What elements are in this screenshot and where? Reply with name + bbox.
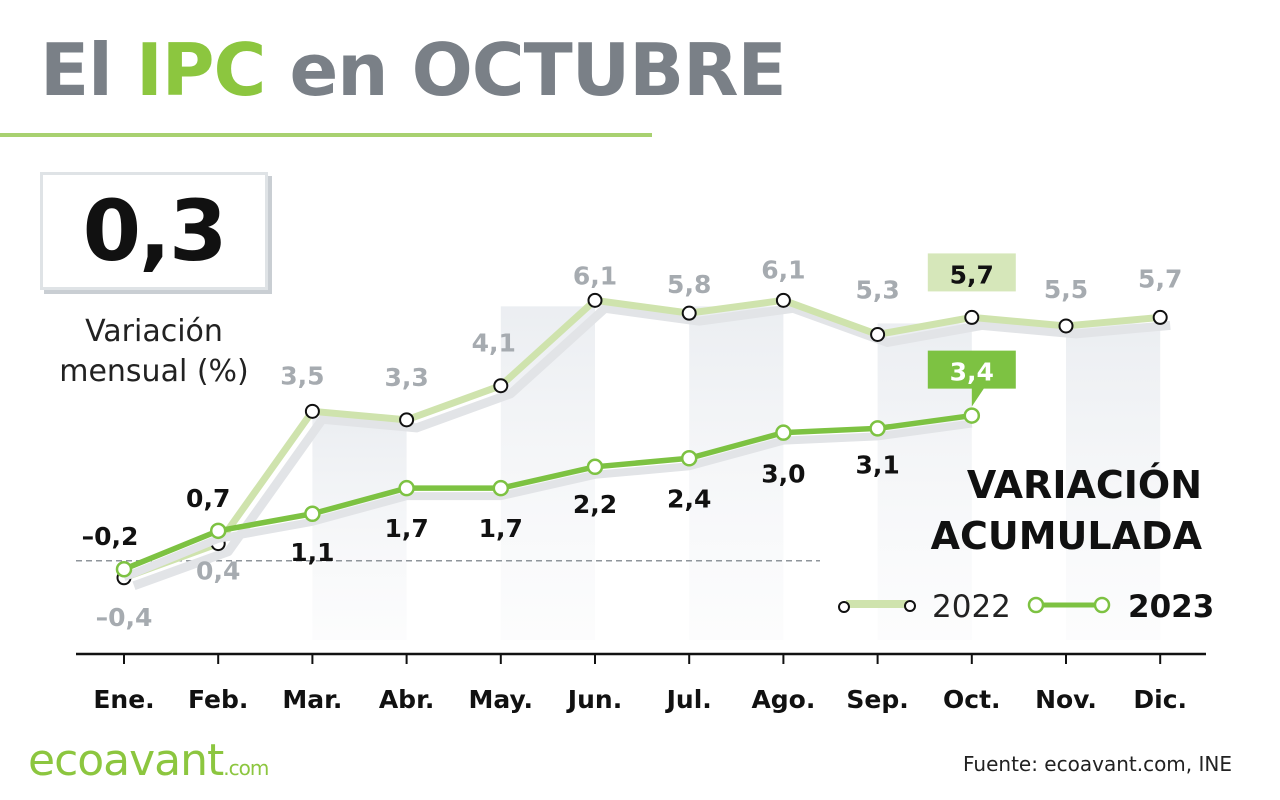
series-2022-label: 0,4 xyxy=(196,557,240,586)
series-2022-point xyxy=(681,305,697,321)
legend-2023-marker xyxy=(1027,596,1045,614)
series-2023-label: 1,1 xyxy=(290,538,334,567)
series-2023-label: 2,2 xyxy=(573,490,617,519)
x-axis-tick-label: Jul. xyxy=(665,685,712,714)
legend-2023-label: 2023 xyxy=(1128,589,1214,625)
series-2023-shadow xyxy=(122,419,973,581)
monthly-variation-value: 0,3 xyxy=(82,182,228,280)
series-2023-label: 1,7 xyxy=(384,514,428,543)
page-title: El IPC en OCTUBRE xyxy=(40,28,787,112)
brand-name: ecoavant xyxy=(28,735,224,786)
series-2022-point xyxy=(964,309,980,325)
monthly-variation-label: Variación mensual (%) xyxy=(40,312,268,392)
series-2022-point xyxy=(1152,309,1168,325)
x-axis-tick-label: Mar. xyxy=(282,685,342,714)
series-2022-point xyxy=(1058,318,1074,334)
legend-2022-label: 2022 xyxy=(932,589,1011,625)
series-2022-point xyxy=(775,292,791,308)
series-2022-line xyxy=(122,296,1161,582)
series-2023-point xyxy=(963,407,981,424)
series-2023-point xyxy=(304,505,321,523)
series-2022-point xyxy=(304,403,320,419)
title-part-2: en OCTUBRE xyxy=(289,28,786,112)
title-underline xyxy=(0,133,652,137)
series-2022-label: 3,5 xyxy=(280,361,324,390)
x-axis-tick-label: Abr. xyxy=(379,685,435,714)
month-bands xyxy=(312,306,1161,640)
x-axis-tick-label: May. xyxy=(469,685,533,714)
series-2022-label: 5,8 xyxy=(667,270,711,299)
series-2022-label: 6,1 xyxy=(573,261,617,290)
series-2023-label: 3,0 xyxy=(761,460,805,489)
series-2022-point xyxy=(399,412,415,428)
series-2022-label-highlight: 5,7 xyxy=(950,260,994,289)
series-2023-label: 3,1 xyxy=(855,450,899,479)
brand-domain: .com xyxy=(223,756,269,780)
series-2023-point xyxy=(680,450,698,467)
legend-2022-marker xyxy=(838,601,850,613)
month-band xyxy=(312,417,407,640)
x-axis-tick-label: Ago. xyxy=(751,685,815,714)
series-2023-label: –0,2 xyxy=(82,522,139,551)
x-axis-tick-label: Nov. xyxy=(1035,685,1097,714)
x-axis-tick-label: Oct. xyxy=(943,685,1001,714)
x-axis: Ene. Feb. Mar. Abr. May. Jun. Jul. Ago. Sep. Oct.… xyxy=(76,652,1206,714)
series-2023-label: 2,4 xyxy=(667,484,711,513)
series-2022-point xyxy=(493,378,509,394)
series-2023-point xyxy=(398,479,415,497)
month-band xyxy=(1066,323,1161,640)
series-2022-shadow xyxy=(132,303,1171,591)
series-2022-label: –0,4 xyxy=(96,603,153,632)
series-2023-label: 1,7 xyxy=(479,514,523,543)
series-2022-label: 5,7 xyxy=(1138,264,1182,293)
series-2023-point xyxy=(209,522,227,540)
series-2023: –0,2 0,7 1,1 1,7 1,7 2,2 2,4 3,0 3,1 3,4 xyxy=(82,350,1016,581)
x-axis-tick-label: Ene. xyxy=(93,685,154,714)
series-2023-callout-box xyxy=(927,350,1016,407)
title-part-1: El xyxy=(40,28,113,112)
series-2022: –0,4 0,4 3,5 3,3 4,1 6,1 5,8 6,1 5,3 5,5 5,7 5,7 xyxy=(96,253,1182,632)
series-2023-label-highlight: 3,4 xyxy=(950,358,994,387)
x-axis-tick-label: Dic. xyxy=(1133,685,1187,714)
series-2022-label: 5,5 xyxy=(1044,275,1088,304)
brand-logo: ecoavant.com xyxy=(28,735,269,786)
monthly-label-line-1: Variación xyxy=(85,314,223,349)
monthly-variation-box: 0,3 xyxy=(40,172,268,290)
source-note: Fuente: ecoavant.com, INE xyxy=(963,752,1232,776)
title-highlight: IPC xyxy=(135,28,266,112)
series-2023-point xyxy=(775,424,792,441)
series-2022-point xyxy=(870,326,886,342)
series-2022-highlight-box xyxy=(927,253,1016,292)
series-2022-label: 3,3 xyxy=(384,363,428,392)
legend: 2022 2023 xyxy=(838,589,1214,625)
x-axis-tick-label: Sep. xyxy=(846,685,908,714)
series-2023-line xyxy=(122,412,973,572)
series-2023-point xyxy=(492,479,510,497)
series-2023-point xyxy=(869,420,886,437)
legend-2022-marker xyxy=(904,600,916,612)
legend-2023-marker xyxy=(1093,596,1111,614)
series-2023-label: 0,7 xyxy=(186,484,230,513)
series-2022-label: 6,1 xyxy=(761,255,805,284)
series-2022-label: 5,3 xyxy=(855,275,899,304)
x-axis-tick-label: Feb. xyxy=(188,685,248,714)
series-2023-point xyxy=(115,560,133,578)
chart-title-line-2: ACUMULADA xyxy=(931,514,1203,558)
series-2022-point xyxy=(587,292,603,308)
month-band xyxy=(689,306,784,640)
series-2022-label: 4,1 xyxy=(472,329,516,358)
monthly-label-line-2: mensual (%) xyxy=(59,354,249,389)
chart-title-line-1: VARIACIÓN xyxy=(967,463,1202,507)
x-axis-tick-label: Jun. xyxy=(566,685,622,714)
series-2023-point xyxy=(586,458,604,476)
